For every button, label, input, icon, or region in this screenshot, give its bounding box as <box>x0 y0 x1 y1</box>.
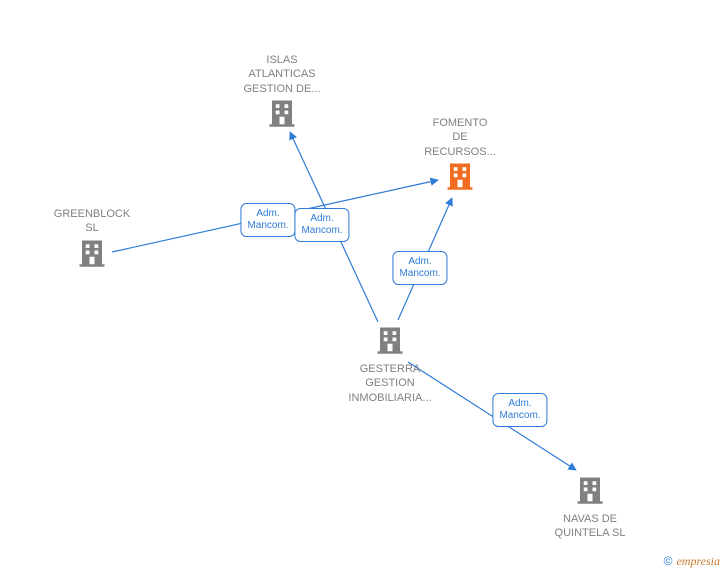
edges-layer <box>0 0 728 575</box>
edge-line <box>290 132 378 322</box>
edge-label: Adm.Mancom. <box>294 208 349 242</box>
brand-name: empresia <box>676 554 720 568</box>
copyright-symbol: © <box>664 554 673 568</box>
node-label: ISLASATLANTICASGESTION DE... <box>222 53 342 96</box>
node-label: NAVAS DEQUINTELA SL <box>530 512 650 541</box>
node-gesterra[interactable]: GESTERRAGESTIONINMOBILIARIA... <box>330 325 450 405</box>
edge-label: Adm.Mancom. <box>392 251 447 285</box>
node-islas[interactable]: ISLASATLANTICASGESTION DE... <box>222 53 342 133</box>
node-navas[interactable]: NAVAS DEQUINTELA SL <box>530 475 650 541</box>
edge-line <box>408 362 576 470</box>
node-label: GREENBLOCKSL <box>32 207 152 236</box>
edge-line <box>398 198 452 320</box>
watermark: ©empresia <box>664 554 720 569</box>
edge-label: Adm.Mancom. <box>492 393 547 427</box>
node-fomento[interactable]: FOMENTODERECURSOS... <box>400 116 520 196</box>
node-label: FOMENTODERECURSOS... <box>400 116 520 159</box>
edge-line <box>112 180 438 252</box>
building-icon <box>375 325 405 355</box>
building-icon <box>267 98 297 128</box>
building-icon <box>575 475 605 505</box>
building-icon <box>445 161 475 191</box>
building-icon <box>77 238 107 268</box>
node-label: GESTERRAGESTIONINMOBILIARIA... <box>330 362 450 405</box>
edge-label: Adm.Mancom. <box>240 203 295 237</box>
node-greenblock[interactable]: GREENBLOCKSL <box>32 207 152 273</box>
